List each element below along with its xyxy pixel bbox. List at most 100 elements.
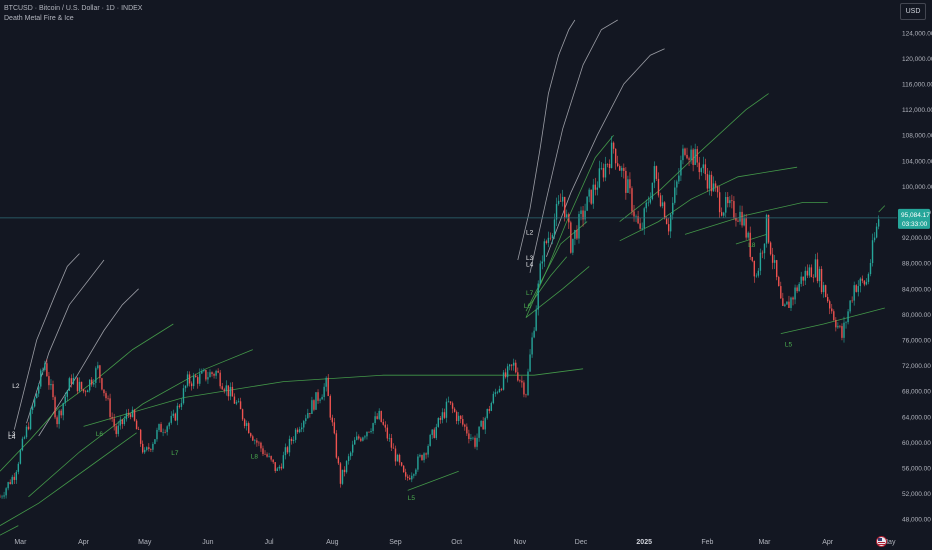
candle-body: [873, 237, 876, 241]
candle-body: [268, 455, 270, 457]
candle-body: [343, 469, 346, 473]
candle-body: [266, 454, 268, 457]
candle-body: [417, 456, 419, 470]
level-label: L4: [8, 434, 16, 441]
candle-body: [195, 375, 197, 378]
candle-body: [725, 197, 727, 213]
y-tick-label: 76,000.00: [902, 338, 931, 345]
indicator-name[interactable]: Death Metal Fire & Ice: [4, 15, 74, 22]
candle-body: [68, 378, 71, 391]
currency-button[interactable]: USD: [900, 3, 926, 20]
indicator-line: [0, 323, 174, 472]
y-tick-label: 56,000.00: [902, 466, 931, 473]
candle-body: [282, 455, 285, 469]
candle-body: [747, 232, 749, 238]
candle-body: [502, 372, 505, 390]
level-label: L4: [526, 261, 534, 268]
indicator-line: [619, 166, 798, 242]
candle-body: [553, 219, 556, 235]
candle-body: [857, 286, 859, 292]
candle-body: [510, 364, 513, 366]
candle-body: [517, 372, 519, 381]
candle-body: [661, 202, 664, 207]
candle-body: [826, 297, 829, 302]
us-flag-icon[interactable]: [876, 536, 887, 547]
candle-body: [555, 203, 558, 220]
candle-body: [341, 469, 344, 484]
candle-body: [354, 439, 356, 445]
candle-body: [31, 406, 34, 411]
candle-body: [148, 447, 150, 449]
candle-body: [409, 477, 411, 480]
candle-body: [19, 450, 22, 464]
indicator-line: [684, 202, 828, 235]
candle-body: [690, 149, 692, 160]
candle-body: [89, 379, 91, 391]
candle-body: [347, 456, 350, 462]
x-tick-label: Mar: [758, 539, 771, 546]
indicator-line: [529, 19, 618, 273]
candle-body: [7, 482, 9, 489]
candle-body: [150, 448, 152, 450]
candle-body: [647, 202, 649, 204]
candle-body: [453, 408, 456, 412]
candle-body: [415, 469, 417, 475]
candle-body: [849, 300, 851, 312]
candle-body: [716, 186, 719, 193]
candle-body: [806, 270, 808, 276]
candle-body: [843, 322, 845, 338]
candle-body: [765, 214, 768, 244]
x-tick-label: Mar: [14, 539, 27, 546]
candle-body: [786, 301, 788, 305]
x-tick-label: Jun: [202, 539, 213, 546]
candle-body: [337, 457, 340, 464]
candle-body: [535, 309, 537, 331]
candle-body: [590, 189, 592, 204]
candle-body: [3, 495, 5, 497]
candle-body: [680, 160, 682, 176]
candle-body: [810, 267, 813, 278]
indicator-line: [517, 19, 576, 261]
candle-body: [372, 423, 374, 432]
candle-body: [84, 391, 87, 393]
candle-body: [718, 192, 721, 213]
candle-body: [729, 200, 731, 204]
candle-body: [592, 184, 594, 204]
candle-body: [574, 229, 576, 239]
candle-body: [274, 462, 276, 472]
candle-body: [29, 410, 32, 430]
candle-body: [670, 214, 672, 232]
candle-body: [178, 405, 181, 407]
candle-body: [635, 216, 637, 217]
candle-body: [209, 372, 211, 378]
x-tick-label: Aug: [326, 539, 339, 546]
candle-body: [708, 174, 711, 189]
candle-body: [13, 476, 15, 480]
candle-body: [303, 421, 305, 428]
symbol-description[interactable]: BTCUSD · Bitcoin / U.S. Dollar · 1D · IN…: [4, 5, 143, 12]
candle-body: [674, 187, 676, 203]
candle-body: [115, 426, 117, 434]
candle-body: [831, 308, 833, 312]
candle-body: [404, 472, 407, 477]
candle-body: [610, 142, 613, 168]
candle-body: [557, 200, 560, 204]
candle-body: [627, 179, 629, 193]
candle-body: [260, 442, 262, 449]
candle-body: [468, 433, 470, 440]
candle-body: [651, 182, 654, 200]
candle-body: [566, 214, 568, 218]
candle-body: [877, 219, 880, 227]
candle-body: [494, 392, 497, 394]
candle-body: [737, 220, 739, 222]
candle-body: [686, 154, 688, 159]
candle-body: [643, 208, 645, 229]
candle-body: [698, 162, 700, 173]
candle-body: [121, 419, 124, 425]
level-label: L6: [524, 303, 532, 310]
candle-body: [445, 401, 448, 418]
candle-body: [219, 372, 221, 387]
candle-body: [820, 268, 823, 293]
